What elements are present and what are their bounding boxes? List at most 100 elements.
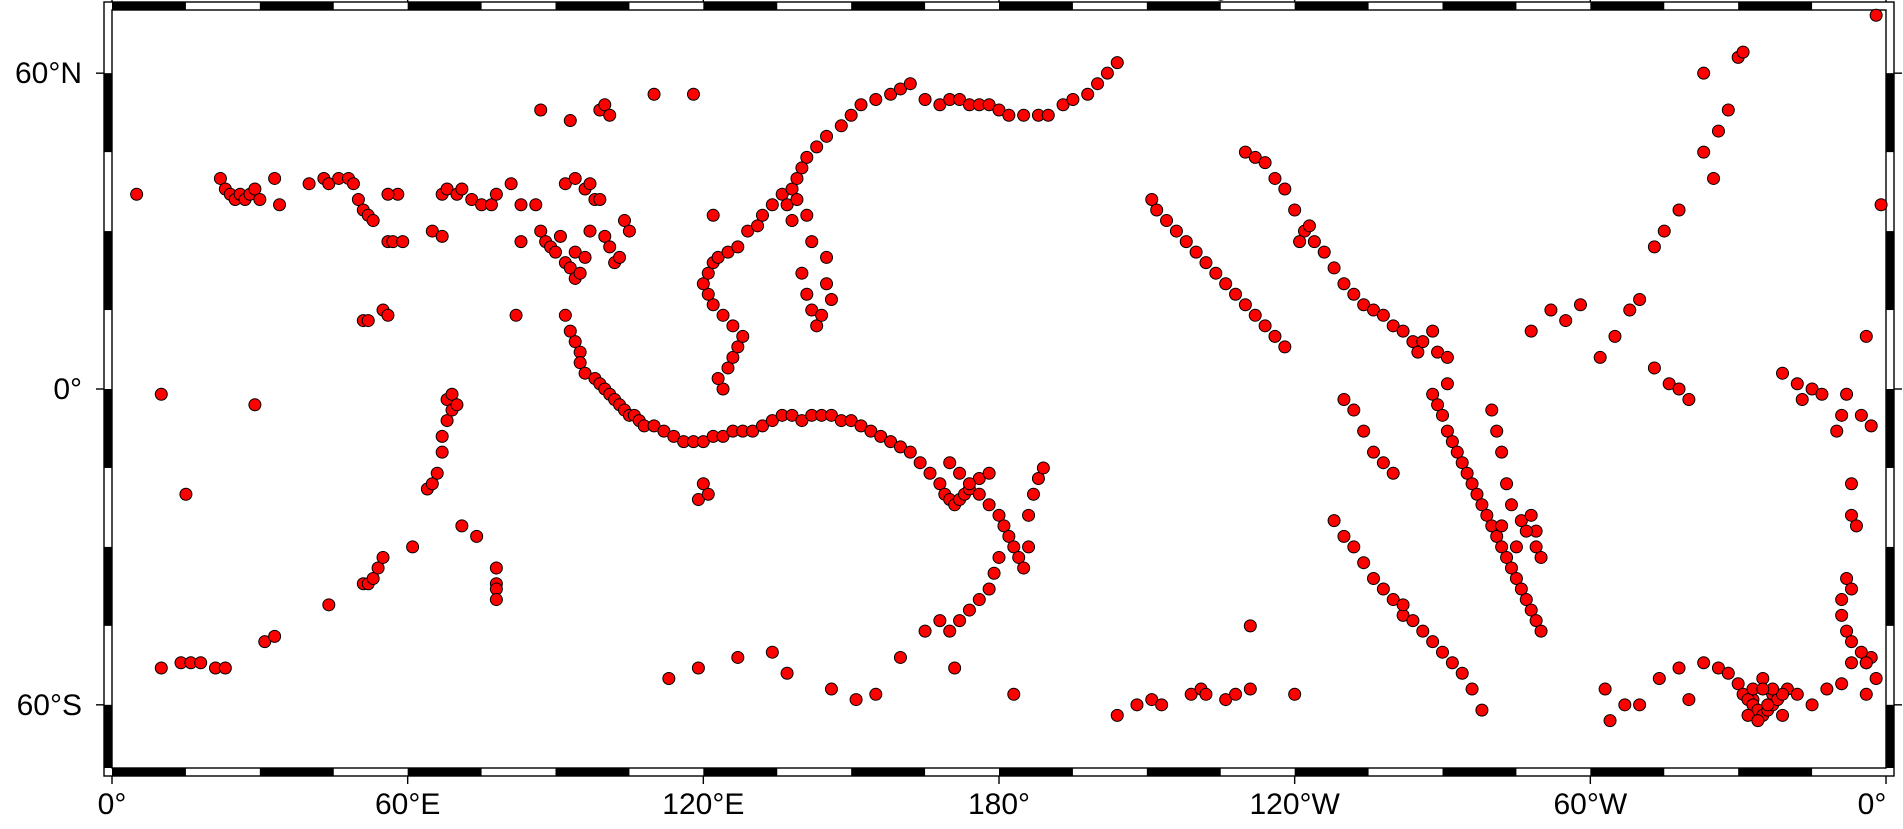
earthquake-point: [780, 198, 794, 212]
earthquake-point: [1436, 408, 1449, 422]
earthquake-point: [1357, 556, 1371, 570]
x-tick-label: 180°: [968, 788, 1030, 821]
earthquake-point: [1682, 693, 1696, 707]
earthquake-point: [573, 356, 587, 370]
earthquake-point: [731, 240, 745, 254]
earthquake-point: [578, 366, 592, 380]
earthquake-point: [1445, 435, 1459, 449]
earthquake-point: [982, 98, 996, 112]
earthquake-point: [1845, 477, 1859, 491]
earthquake-point: [194, 656, 208, 670]
earthquake-point: [563, 261, 577, 275]
earthquake-point: [258, 635, 272, 649]
earthquake-point: [844, 108, 858, 122]
frame-segment: [1738, 768, 1813, 776]
earthquake-point: [716, 308, 730, 322]
frame-segment: [703, 768, 778, 776]
earthquake-point: [1524, 508, 1538, 522]
earthquake-point: [726, 319, 740, 333]
earthquake-point: [987, 566, 1001, 580]
earthquake-point: [1007, 687, 1021, 701]
earthquake-point: [435, 229, 449, 243]
earthquake-point: [248, 182, 262, 196]
earthquake-point: [573, 266, 587, 280]
earthquake-point: [1657, 224, 1671, 238]
earthquake-point: [884, 435, 898, 449]
earthquake-point: [1519, 593, 1533, 607]
earthquake-point: [1623, 303, 1637, 317]
earthquake-point: [820, 277, 834, 291]
earthquake-point: [1031, 471, 1045, 485]
earthquake-point: [440, 414, 454, 428]
earthquake-point: [549, 245, 562, 259]
x-tick-label: 120°E: [662, 788, 744, 821]
earthquake-point: [1697, 66, 1711, 80]
earthquake-point: [425, 477, 439, 491]
earthquake-point: [790, 171, 804, 185]
earthquake-point: [1012, 550, 1026, 564]
earthquake-point: [962, 477, 976, 491]
earthquake-point: [154, 661, 168, 675]
earthquake-point: [1849, 519, 1863, 533]
earthquake-point: [1504, 498, 1518, 512]
frame-segment: [703, 2, 778, 10]
earthquake-point: [775, 187, 789, 201]
earthquake-point: [430, 466, 444, 480]
earthquake-point: [1238, 145, 1252, 159]
earthquake-point: [1056, 98, 1070, 112]
earthquake-point: [1436, 645, 1449, 659]
earthquake-point: [701, 266, 715, 280]
earthquake-point: [1874, 198, 1888, 212]
earthquake-point: [1514, 582, 1528, 596]
earthquake-point: [805, 235, 819, 249]
earthquake-point: [1337, 277, 1351, 291]
earthquake-point: [701, 287, 715, 301]
x-tick-label: 0°: [1858, 788, 1887, 821]
earthquake-point: [992, 550, 1006, 564]
earthquake-point: [1465, 477, 1479, 491]
frame-segment: [851, 2, 926, 10]
earthquake-point: [790, 193, 804, 206]
earthquake-point: [780, 666, 794, 680]
earthquake-point: [982, 498, 996, 512]
earthquake-point: [992, 508, 1006, 522]
earthquake-point: [1327, 261, 1341, 275]
earthquake-point: [751, 219, 765, 233]
earthquake-point: [1293, 235, 1307, 249]
frame-segment: [1886, 389, 1894, 468]
earthquake-point: [435, 429, 449, 443]
earthquake-point: [558, 308, 572, 322]
frame-segment: [1442, 2, 1517, 10]
y-tick-label: 60°N: [15, 57, 82, 90]
earthquake-point: [1840, 572, 1854, 585]
earthquake-point: [1278, 182, 1292, 196]
earthquake-point: [450, 398, 464, 412]
earthquake-point: [800, 287, 814, 301]
earthquake-point: [1243, 619, 1257, 633]
earthquake-point: [268, 171, 282, 185]
earthquake-point: [820, 250, 834, 264]
earthquake-point: [1761, 698, 1775, 712]
earthquake-point: [346, 177, 360, 191]
earthquake-point: [489, 561, 503, 575]
earthquake-point: [1376, 456, 1390, 470]
earthquake-point: [1327, 514, 1341, 528]
frame-segment: [1294, 2, 1369, 10]
earthquake-point: [933, 614, 947, 628]
earthquake-point: [1347, 287, 1361, 301]
earthquake-point: [381, 187, 395, 201]
earthquake-point: [1091, 77, 1105, 91]
earthquake-point: [1460, 466, 1474, 480]
earthquake-point: [903, 77, 917, 91]
x-tick-label: 120°W: [1249, 788, 1340, 821]
earthquake-point: [1386, 319, 1400, 333]
earthquake-point: [1219, 277, 1233, 291]
earthquake-point: [1150, 203, 1164, 217]
earthquake-point: [568, 171, 582, 185]
earthquake-point: [953, 466, 967, 480]
earthquake-point: [1179, 235, 1193, 249]
earthquake-point: [706, 298, 720, 312]
earthquake-point: [844, 414, 858, 428]
earthquake-point: [406, 540, 420, 554]
frame-segment: [104, 704, 112, 768]
